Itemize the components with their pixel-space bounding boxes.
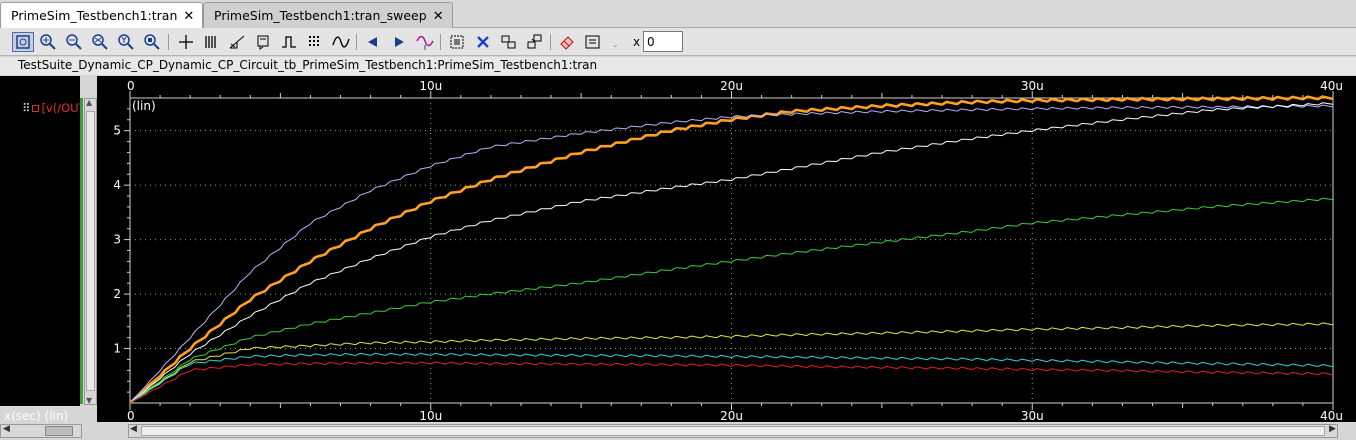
vertical-scrollbar[interactable]: ▲ ▼: [84, 98, 97, 405]
close-icon[interactable]: ✕: [183, 9, 194, 24]
plot-hscrollbar[interactable]: ◀ ▶: [128, 424, 1338, 438]
x-value-input[interactable]: [643, 31, 683, 52]
x-tick-label-top: 30u: [1021, 79, 1044, 93]
zoom-out-icon[interactable]: [63, 32, 85, 52]
wave-icon[interactable]: [330, 32, 352, 52]
y-tick-label: 1: [113, 342, 121, 356]
x-axis-caption: x(sec) (lin): [4, 409, 68, 423]
waveform-plot[interactable]: 0 0 10u 10u 20u 20u 30u 30u 40u 40u 1 2 3 4 5 (lin): [97, 76, 1356, 422]
zoom-fit-icon[interactable]: [12, 32, 34, 52]
scroll-thumb[interactable]: [45, 426, 73, 436]
x-tick-label-top: 0: [127, 79, 135, 93]
delete-icon[interactable]: [472, 32, 494, 52]
scroll-right-icon[interactable]: ▶: [1329, 424, 1336, 434]
y-tick-label: 3: [113, 233, 121, 247]
x-tick-label-bottom: 30u: [1021, 409, 1044, 422]
bars-icon[interactable]: [200, 32, 222, 52]
x-tick-label-bottom: 0: [127, 409, 135, 422]
scroll-left-icon[interactable]: ◀: [130, 424, 137, 434]
eraser-icon[interactable]: [556, 32, 578, 52]
y-tick-label: 4: [113, 178, 121, 192]
x-tick-label-top: 20u: [720, 79, 743, 93]
x-tick-label-bottom: 10u: [419, 409, 442, 422]
next-icon[interactable]: [388, 32, 410, 52]
zoom-x-icon[interactable]: [89, 32, 111, 52]
toolbar: ⌄ x: [0, 28, 1356, 56]
tab-tran[interactable]: PrimeSim_Testbench1:tran ✕: [0, 2, 203, 29]
scroll-up-icon[interactable]: ▲: [86, 98, 92, 107]
group-icon[interactable]: [498, 32, 520, 52]
prev-icon[interactable]: [362, 32, 384, 52]
wave-marker-icon[interactable]: [414, 32, 436, 52]
panel-icon[interactable]: [582, 32, 604, 52]
slope-icon[interactable]: [226, 32, 248, 52]
tab-bar: PrimeSim_Testbench1:tran ✕ PrimeSim_Testb…: [0, 0, 1356, 28]
scroll-thumb[interactable]: [86, 111, 95, 391]
x-tick-label-bottom: 40u: [1320, 409, 1343, 422]
zoom-in-icon[interactable]: [37, 32, 59, 52]
toolbar-separator: [356, 34, 357, 50]
zoom-box-icon[interactable]: [141, 32, 163, 52]
panel-divider[interactable]: [80, 98, 83, 404]
scroll-down-icon[interactable]: ▼: [86, 396, 92, 405]
y-axis-caption: (lin): [132, 99, 156, 113]
close-icon[interactable]: ✕: [433, 9, 444, 24]
select-icon[interactable]: [446, 32, 468, 52]
y-tick-label: 5: [113, 124, 121, 138]
grid-icon[interactable]: [304, 32, 326, 52]
pulse-icon[interactable]: [278, 32, 300, 52]
bookmark-icon[interactable]: [252, 32, 274, 52]
crosshair-icon[interactable]: [175, 32, 197, 52]
x-tick-label-top: 40u: [1320, 79, 1343, 93]
plot-title: TestSuite_Dynamic_CP_Dynamic_CP_Circuit_…: [0, 57, 1356, 75]
zoom-y-icon[interactable]: [115, 32, 137, 52]
tab-label: PrimeSim_Testbench1:tran: [11, 8, 177, 23]
signal-list-panel: ⠿ [v(/OUT: [0, 76, 80, 406]
toolbar-separator: [168, 34, 169, 50]
x-tick-label-bottom: 20u: [720, 409, 743, 422]
toolbar-separator: [550, 34, 551, 50]
scroll-thumb[interactable]: [141, 426, 1325, 436]
y-tick-label: 2: [113, 287, 121, 301]
tab-tran-sweep[interactable]: PrimeSim_Testbench1:tran_sweep ✕: [203, 2, 453, 28]
tab-label: PrimeSim_Testbench1:tran_sweep: [214, 8, 427, 23]
x-tick-label-top: 10u: [419, 79, 442, 93]
toolbar-separator: [440, 34, 441, 50]
plot-background: [97, 76, 1356, 422]
x-value-label: x: [633, 35, 640, 49]
dropdown-arrow-icon[interactable]: ⌄: [612, 40, 619, 49]
drag-handle-icon[interactable]: ⠿: [22, 101, 30, 115]
scroll-left-icon[interactable]: ◀: [3, 424, 10, 434]
signal-list-hscrollbar[interactable]: ◀: [0, 424, 82, 438]
signal-label: [v(/OUT: [41, 101, 80, 115]
signal-item[interactable]: ⠿ [v(/OUT: [22, 101, 80, 115]
ungroup-icon[interactable]: [524, 32, 546, 52]
signal-color-icon: [32, 105, 39, 112]
